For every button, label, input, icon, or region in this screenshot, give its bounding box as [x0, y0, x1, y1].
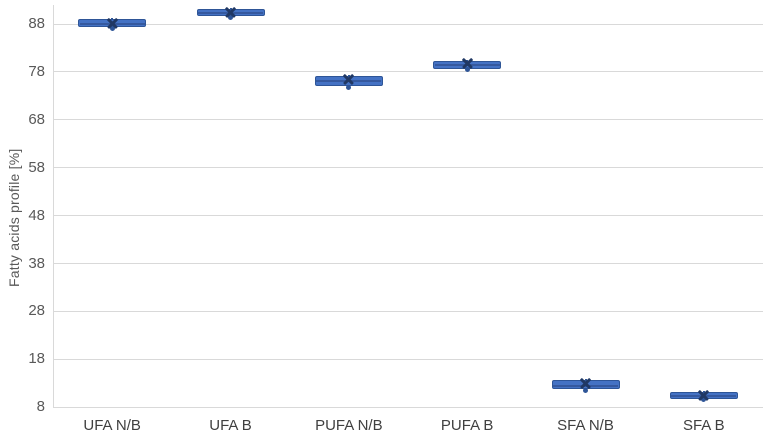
y-tick-label: 18	[28, 350, 45, 368]
x-category-label: UFA B	[209, 417, 252, 434]
y-tick-label: 8	[36, 398, 45, 416]
x-category-label: PUFA N/B	[315, 417, 383, 434]
outlier-dot	[583, 387, 588, 393]
outlier-dot	[228, 14, 233, 20]
y-tick-label: 68	[28, 110, 45, 128]
y-tick-label: 58	[28, 158, 45, 176]
y-tick-label: 38	[28, 254, 45, 272]
y-tick-label: 88	[28, 15, 45, 32]
outlier-dot	[109, 25, 115, 31]
mean-x-icon	[342, 73, 355, 86]
x-category-label: PUFA B	[440, 417, 494, 434]
x-category-label: UFA N/B	[83, 417, 141, 434]
outlier-dot	[464, 67, 470, 73]
mean-x-icon	[579, 377, 592, 390]
gridline	[53, 119, 763, 121]
mean-x-icon	[697, 389, 710, 402]
outlier-dot	[346, 84, 352, 90]
gridline	[53, 358, 763, 360]
x-category-label: SFA N/B	[557, 417, 614, 434]
y-tick-label: 48	[28, 206, 45, 224]
gridline	[53, 310, 763, 312]
mean-x-icon	[224, 6, 237, 19]
x-category-label: SFA B	[682, 417, 725, 434]
mean-x-icon	[461, 57, 474, 70]
gridline	[53, 71, 763, 73]
gridline	[53, 167, 763, 169]
gridline	[53, 215, 763, 217]
outlier-dot	[701, 397, 707, 403]
y-axis-line	[53, 5, 54, 408]
y-tick-label: 28	[28, 302, 45, 320]
gridline	[53, 23, 763, 25]
mean-x-icon	[106, 17, 119, 30]
y-tick-label: 78	[28, 62, 45, 80]
gridline	[53, 406, 763, 408]
gridline	[53, 263, 763, 264]
